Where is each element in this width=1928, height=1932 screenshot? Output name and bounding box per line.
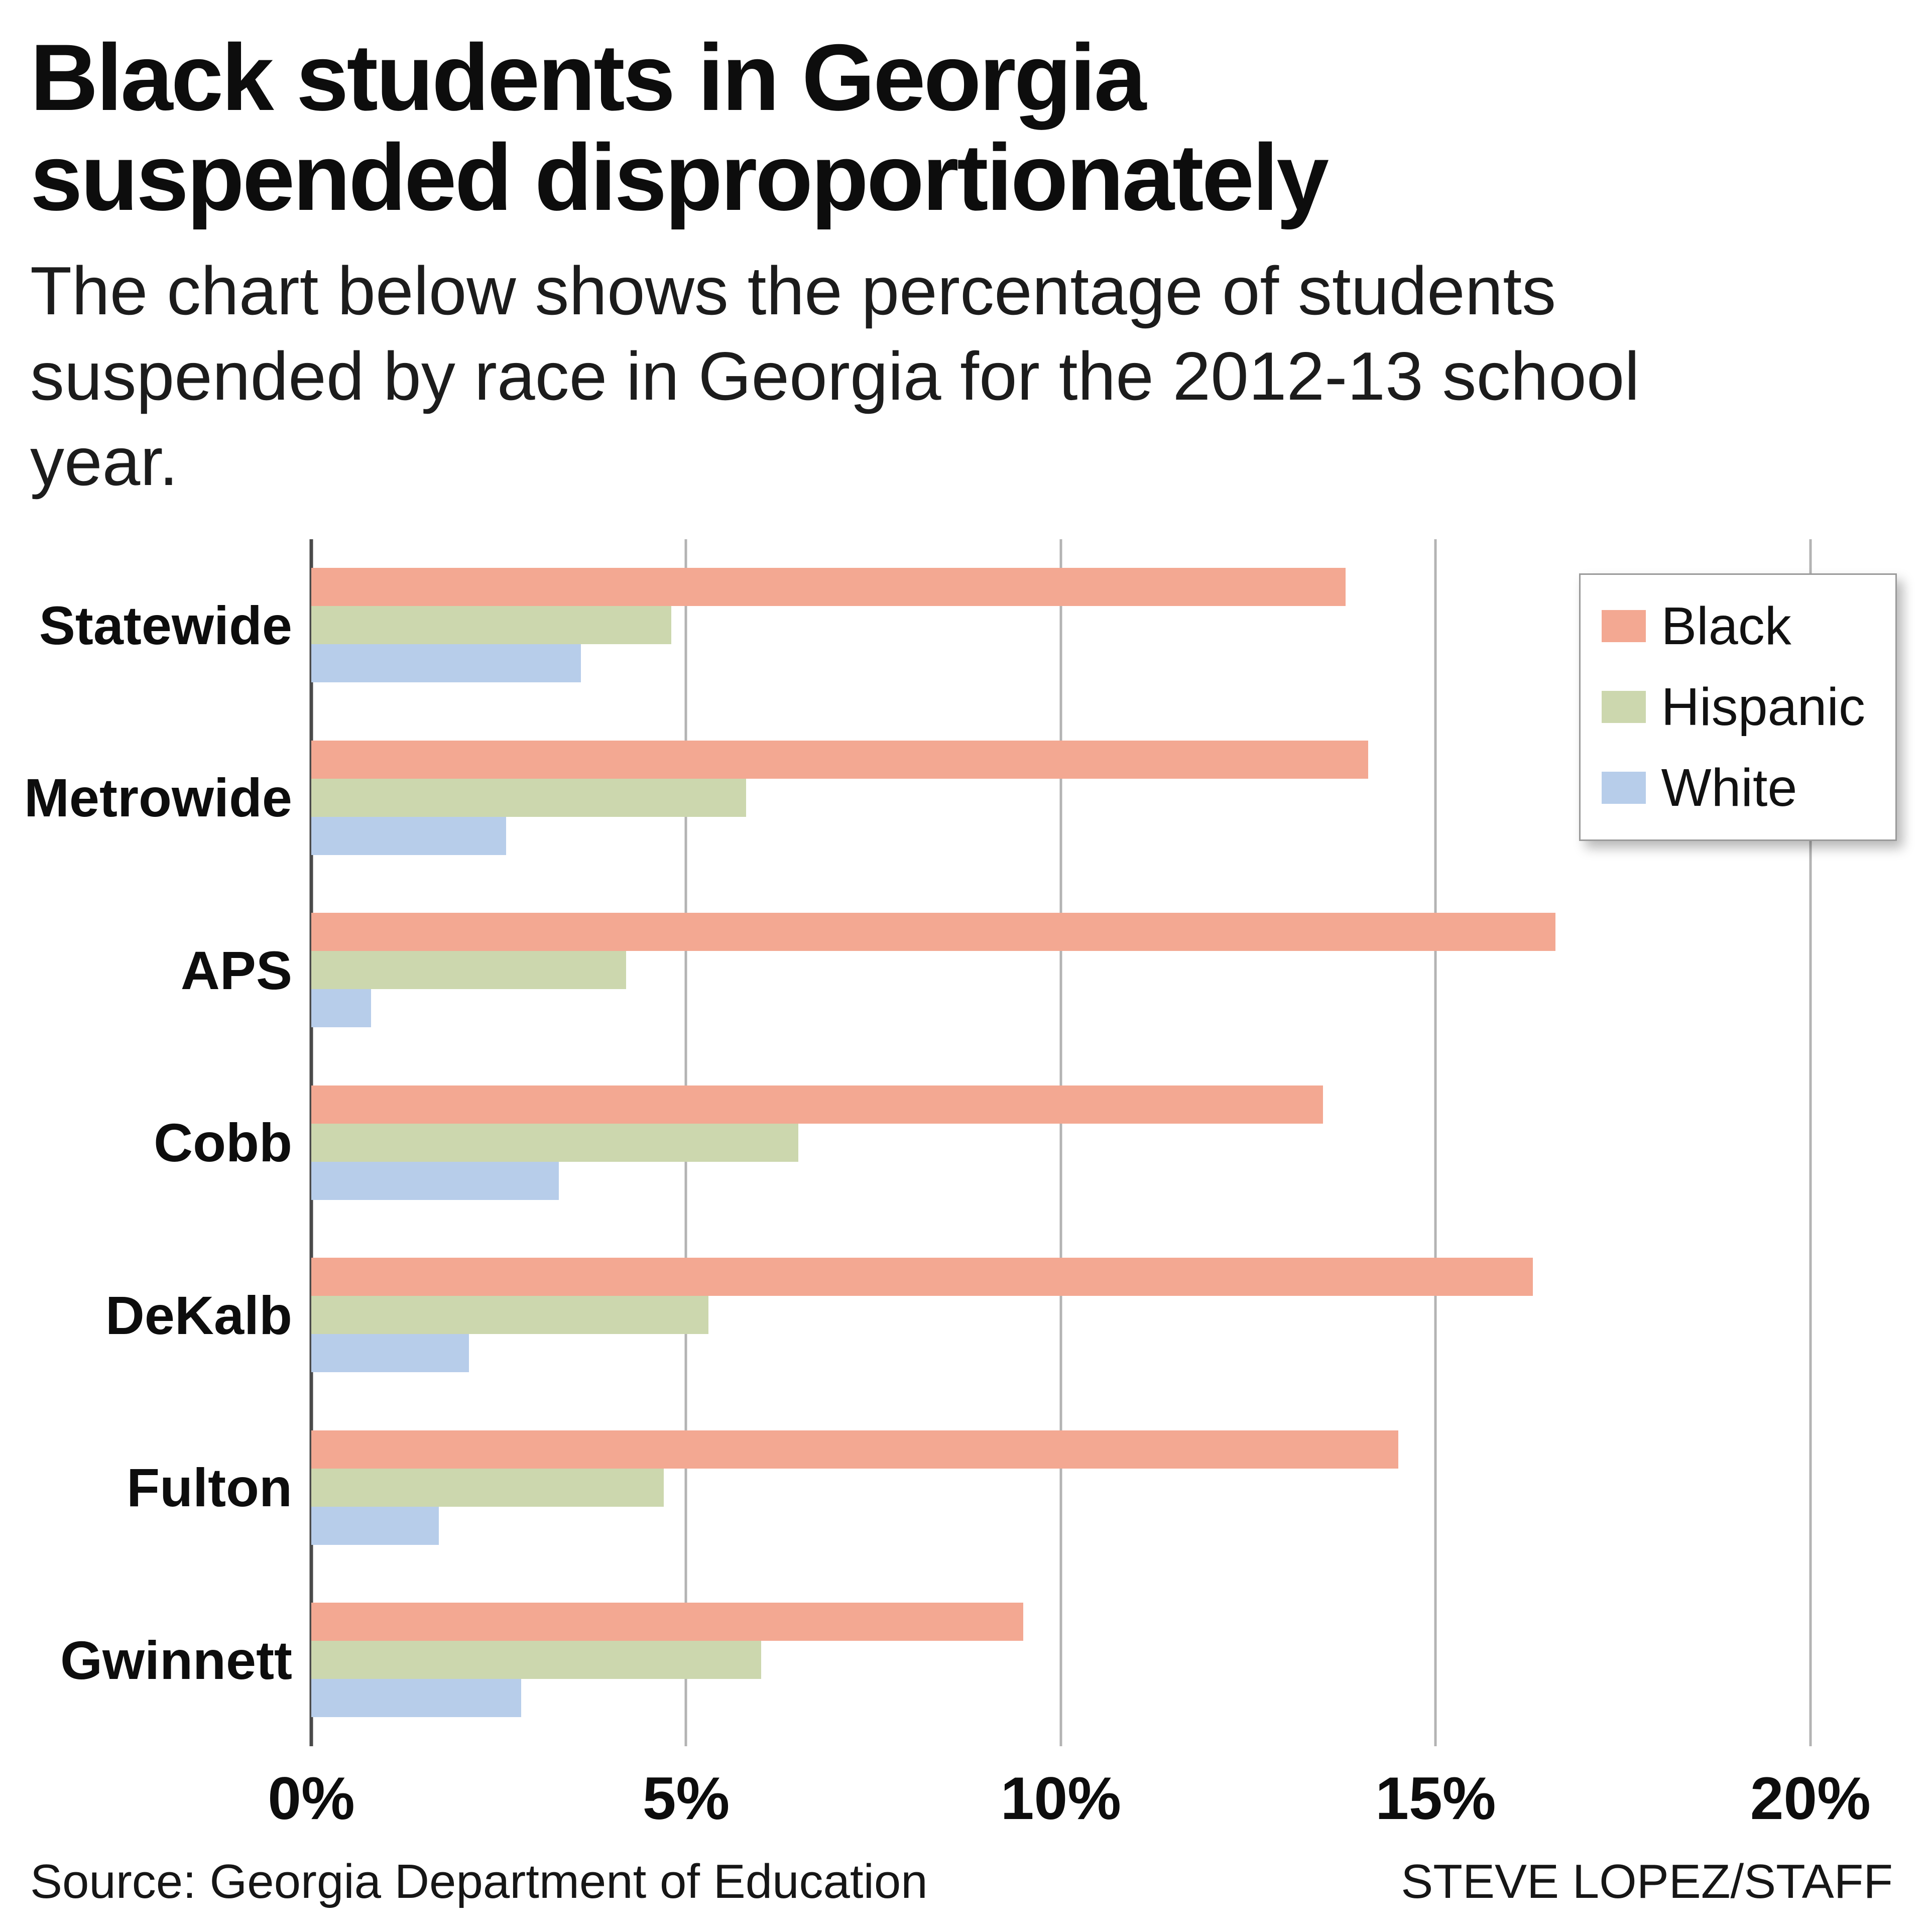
legend-label-black: Black [1661, 596, 1791, 656]
legend-label-hispanic: Hispanic [1661, 677, 1865, 737]
bar-white-metrowide [311, 816, 507, 855]
bar-group-metrowide [311, 711, 1893, 884]
bar-group-aps [311, 884, 1893, 1057]
legend-label-white: White [1661, 758, 1797, 817]
bar-group-statewide [311, 539, 1893, 712]
category-label-fulton: Fulton [127, 1457, 292, 1518]
legend-swatch-black [1602, 610, 1646, 643]
bar-white-aps [311, 989, 372, 1028]
legend-entry-black: Black [1602, 596, 1865, 657]
bar-group-gwinnett [311, 1574, 1893, 1747]
category-label-dekalb: DeKalb [105, 1284, 292, 1346]
bar-group-cobb [311, 1056, 1893, 1229]
bar-hispanic-statewide [311, 606, 671, 645]
bar-group-dekalb [311, 1229, 1893, 1402]
bar-white-dekalb [311, 1334, 469, 1373]
gridline-15pct [1434, 539, 1437, 1746]
bar-white-fulton [311, 1506, 439, 1545]
legend-swatch-white [1602, 772, 1646, 804]
bar-white-gwinnett [311, 1679, 521, 1718]
x-tick-label-20: 20% [1750, 1765, 1871, 1832]
x-tick-label-10: 10% [1000, 1765, 1121, 1832]
chart-subtitle: The chart below shows the percentage of … [30, 252, 1640, 500]
legend-entry-hispanic: Hispanic [1602, 677, 1865, 738]
bar-hispanic-aps [311, 951, 626, 990]
bar-white-statewide [311, 644, 581, 683]
chart-title: Black students in Georgia suspended disp… [30, 25, 1329, 230]
plot-area: Black Hispanic White [309, 539, 1897, 1746]
y-axis-category-labels: Statewide Metrowide APS Cobb DeKalb Fulton Gwi… [24, 539, 311, 1746]
bar-black-dekalb [311, 1258, 1533, 1296]
gridline-20pct [1809, 539, 1812, 1746]
gridline-10pct [1059, 539, 1062, 1746]
bar-group-fulton [311, 1401, 1893, 1574]
bar-black-metrowide [311, 740, 1368, 779]
bar-hispanic-cobb [311, 1123, 799, 1162]
x-tick-label-5: 5% [642, 1765, 730, 1832]
legend-swatch-hispanic [1602, 691, 1646, 723]
x-axis: 0% 5% 10% 15% 20% [268, 1746, 1893, 1839]
category-label-metrowide: Metrowide [24, 767, 292, 828]
footer: Source: Georgia Department of Education … [30, 1839, 1893, 1909]
bar-white-cobb [311, 1161, 559, 1200]
credit-text: STEVE LOPEZ/STAFF [1401, 1855, 1893, 1908]
category-label-gwinnett: Gwinnett [60, 1629, 292, 1690]
bar-hispanic-fulton [311, 1468, 664, 1507]
category-label-statewide: Statewide [39, 594, 292, 656]
bar-black-aps [311, 913, 1556, 951]
bar-black-gwinnett [311, 1603, 1024, 1641]
bar-rows [311, 539, 1893, 1746]
category-label-cobb: Cobb [154, 1112, 292, 1173]
category-label-aps: APS [180, 939, 292, 1001]
chart-legend: Black Hispanic White [1579, 573, 1897, 841]
bar-chart: Statewide Metrowide APS Cobb DeKalb Fulton Gwi… [24, 539, 1897, 1839]
bar-hispanic-gwinnett [311, 1641, 761, 1679]
bar-black-statewide [311, 568, 1346, 607]
bar-hispanic-metrowide [311, 778, 746, 817]
x-tick-label-15: 15% [1375, 1765, 1496, 1832]
bar-black-cobb [311, 1085, 1323, 1124]
x-tick-label-0: 0% [268, 1765, 355, 1832]
source-text: Source: Georgia Department of Education [30, 1855, 928, 1908]
legend-entry-white: White [1602, 758, 1865, 818]
bar-hispanic-dekalb [311, 1296, 709, 1335]
bar-black-fulton [311, 1430, 1398, 1469]
